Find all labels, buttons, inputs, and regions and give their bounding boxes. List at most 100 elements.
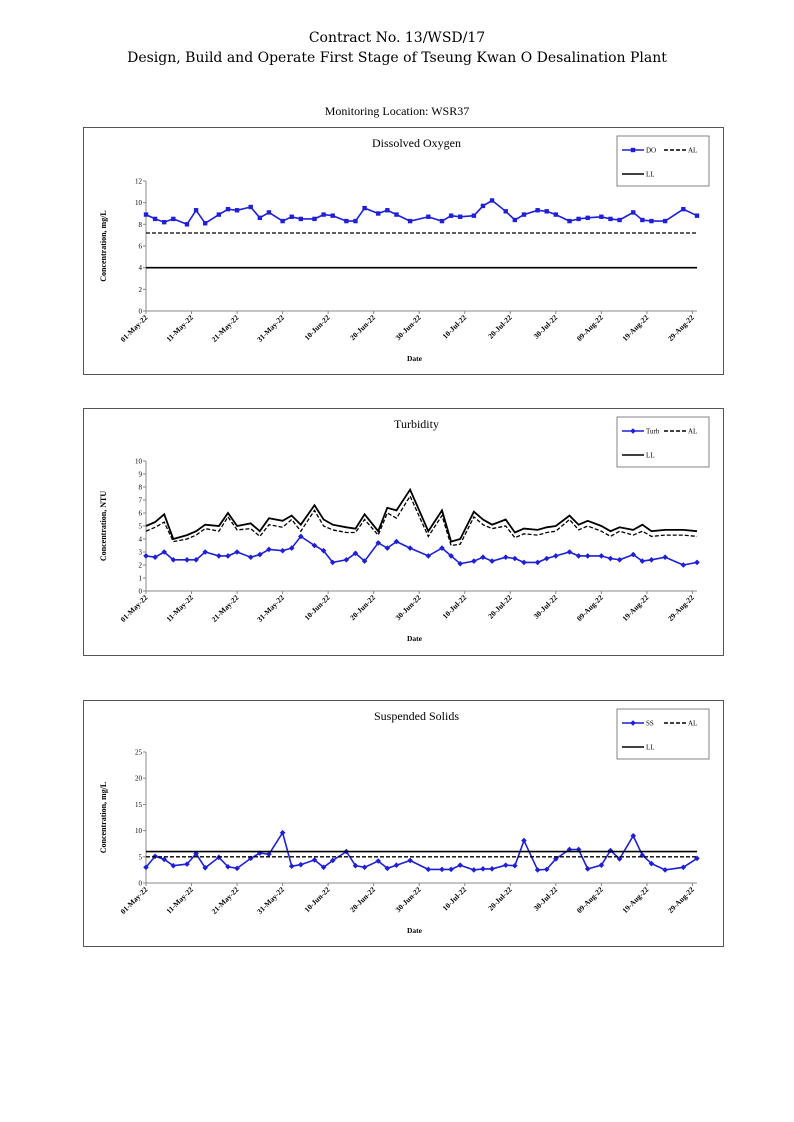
chart-svg: Dissolved Oxygen 0 2 4 6 8 10 12 01-May-22 11-May… bbox=[99, 135, 710, 363]
data-point bbox=[471, 213, 477, 218]
series-line-ll bbox=[145, 487, 698, 543]
data-point bbox=[543, 555, 550, 562]
data-point bbox=[184, 861, 190, 867]
x-tick-label: 20-Jul-22 bbox=[486, 885, 514, 913]
data-point bbox=[320, 547, 327, 554]
data-point bbox=[694, 559, 700, 566]
legend-label: AL bbox=[688, 428, 697, 436]
data-point bbox=[512, 555, 518, 562]
legend-label: LL bbox=[646, 744, 655, 752]
data-point bbox=[234, 208, 240, 213]
legend-label: DO bbox=[646, 147, 656, 155]
data-point bbox=[480, 554, 486, 560]
x-tick-label: 21-May-22 bbox=[210, 593, 241, 624]
chart-panel-turbidity: Turbidity 0 1 2 3 4 5 6 7 8 9 10 01-May-22 11-May-22 2… bbox=[83, 408, 724, 656]
x-tick-label: 30-Jul-22 bbox=[532, 313, 560, 341]
legend-label: AL bbox=[688, 147, 697, 155]
data-point bbox=[457, 862, 464, 868]
data-point bbox=[266, 851, 272, 857]
data-point bbox=[384, 545, 391, 551]
data-point bbox=[407, 218, 413, 224]
data-point bbox=[361, 558, 368, 564]
data-point bbox=[266, 546, 272, 553]
data-point bbox=[234, 549, 240, 555]
chart-title: Suspended Solids bbox=[374, 709, 459, 723]
x-tick-label: 20-Jun-22 bbox=[348, 885, 377, 914]
x-tick-label: 19-Aug-22 bbox=[620, 885, 650, 915]
data-point bbox=[312, 216, 317, 222]
y-tick-label: 10 bbox=[135, 199, 143, 207]
data-point bbox=[608, 216, 613, 222]
data-point bbox=[361, 864, 368, 871]
y-tick-label: 7 bbox=[139, 497, 143, 505]
y-tick-label: 2 bbox=[139, 286, 143, 294]
data-point bbox=[648, 557, 655, 563]
x-tick-label: 20-Jul-22 bbox=[486, 593, 514, 621]
x-tick-label: 09-Aug-22 bbox=[575, 885, 605, 915]
x-tick-label: 09-Aug-22 bbox=[575, 313, 605, 343]
x-tick-label: 09-Aug-22 bbox=[575, 593, 605, 623]
data-point bbox=[448, 866, 454, 873]
y-tick-label: 5 bbox=[139, 523, 143, 531]
x-axis-title: Date bbox=[407, 634, 423, 643]
data-point bbox=[279, 547, 286, 554]
data-point bbox=[607, 555, 614, 562]
data-point bbox=[184, 557, 190, 563]
data-point bbox=[321, 212, 326, 217]
x-tick-label: 21-May-22 bbox=[210, 885, 241, 916]
data-point bbox=[407, 857, 413, 864]
y-tick-label: 9 bbox=[139, 471, 143, 479]
data-point bbox=[344, 218, 349, 224]
data-point bbox=[143, 212, 149, 217]
data-point bbox=[289, 214, 294, 219]
chart-panel-suspended-solids: Suspended Solids 0 5 10 15 20 25 01-May-22 11-Ma… bbox=[83, 700, 724, 947]
x-tick-label: 30-Jun-22 bbox=[394, 313, 423, 342]
data-point bbox=[266, 210, 272, 215]
y-tick-label: 0 bbox=[139, 588, 143, 596]
data-point bbox=[680, 864, 687, 871]
y-tick-label: 8 bbox=[139, 221, 143, 229]
chart-title: Turbidity bbox=[394, 417, 439, 431]
x-tick-label: 10-Jun-22 bbox=[303, 885, 332, 914]
data-point bbox=[193, 208, 199, 213]
data-point bbox=[353, 218, 358, 224]
y-tick-label: 5 bbox=[139, 853, 143, 861]
x-tick-label: 20-Jun-22 bbox=[348, 313, 377, 342]
x-tick-label: 11-May-22 bbox=[164, 593, 195, 624]
y-tick-label: 4 bbox=[139, 264, 143, 272]
contract-number: Contract No. 13/WSD/17 bbox=[308, 30, 486, 46]
series-line-al bbox=[145, 494, 698, 547]
data-point bbox=[426, 214, 431, 219]
x-tick-label: 10-Jun-22 bbox=[303, 593, 332, 622]
data-point bbox=[662, 218, 668, 224]
legend-box bbox=[616, 708, 710, 760]
data-point bbox=[225, 863, 231, 870]
x-tick-label: 11-May-22 bbox=[164, 313, 195, 344]
data-point bbox=[280, 218, 285, 224]
data-point bbox=[425, 866, 432, 873]
y-tick-label: 1 bbox=[139, 575, 143, 583]
x-tick-label: 11-May-22 bbox=[164, 885, 195, 916]
x-tick-label: 31-May-22 bbox=[255, 885, 286, 916]
data-point bbox=[489, 198, 495, 203]
x-tick-label: 19-Aug-22 bbox=[620, 313, 650, 343]
data-point bbox=[257, 551, 263, 558]
data-point bbox=[534, 559, 541, 566]
data-point bbox=[193, 557, 199, 563]
x-axis-title: Date bbox=[407, 926, 423, 935]
data-point bbox=[598, 862, 605, 868]
legend-marker bbox=[630, 147, 636, 153]
data-point bbox=[521, 837, 527, 844]
data-point bbox=[320, 864, 327, 871]
x-tick-label: 01-May-22 bbox=[119, 593, 150, 624]
data-point bbox=[585, 215, 590, 221]
data-point bbox=[566, 549, 573, 555]
data-point bbox=[225, 553, 231, 559]
data-point bbox=[352, 550, 359, 557]
data-point bbox=[393, 538, 400, 545]
data-point bbox=[247, 554, 254, 560]
x-tick-label: 30-Jun-22 bbox=[394, 593, 423, 622]
data-point bbox=[567, 218, 572, 224]
data-point bbox=[184, 222, 190, 227]
data-point bbox=[439, 866, 445, 873]
